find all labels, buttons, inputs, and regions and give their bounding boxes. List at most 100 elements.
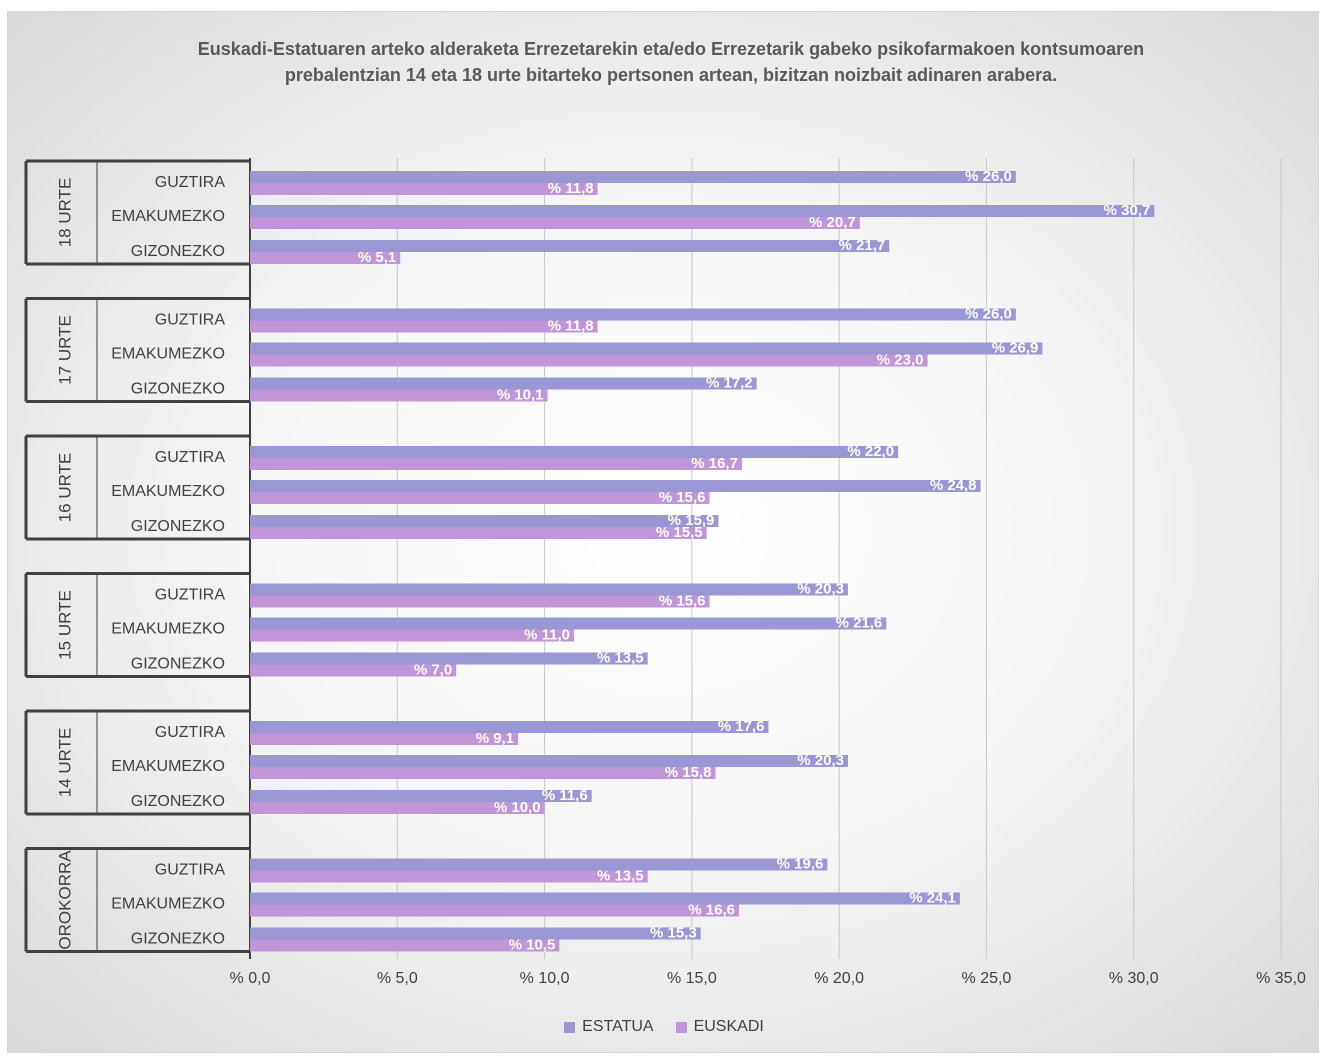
data-label: % 10,1 (497, 387, 544, 404)
row-label-emakumezko: EMAKUMEZKO (111, 346, 225, 363)
bar-euskadi-14-urte-gizonezko (250, 802, 545, 814)
bar-euskadi-17-urte-gizonezko (250, 389, 548, 402)
bar-euskadi-15-urte-guztira (250, 595, 710, 608)
x-tick-label: % 10,0 (520, 970, 570, 987)
chart-area: Euskadi-Estatuaren arteko alderaketa Err… (7, 11, 1319, 1053)
data-label: % 15,5 (656, 524, 703, 541)
data-label: % 9,1 (476, 730, 514, 747)
row-label-guztira: GUZTIRA (155, 312, 226, 329)
row-label-gizonezko: GIZONEZKO (131, 518, 225, 535)
data-label: % 26,0 (965, 306, 1012, 323)
data-label: % 20,7 (809, 214, 856, 231)
bar-estatua-17-urte-emakumezko (250, 342, 1043, 355)
data-label: % 21,7 (839, 237, 886, 254)
data-label: % 24,1 (909, 890, 956, 907)
row-label-guztira: GUZTIRA (155, 862, 226, 879)
bar-euskadi-18-urte-guztira (250, 183, 598, 195)
row-label-gizonezko: GIZONEZKO (131, 656, 225, 673)
group-label-16-urte: 16 URTE (55, 453, 74, 523)
bar-euskadi-14-urte-guztira (250, 733, 519, 745)
row-label-emakumezko: EMAKUMEZKO (111, 208, 225, 225)
row-label-guztira: GUZTIRA (155, 724, 226, 741)
legend-item-estatua: ESTATUA (564, 1018, 654, 1036)
data-label: % 15,3 (650, 925, 697, 942)
x-tick-label: % 20,0 (814, 970, 864, 987)
row-label-gizonezko: GIZONEZKO (131, 381, 225, 398)
bar-euskadi-orokorra-emakumezko (250, 904, 739, 917)
row-label-emakumezko: EMAKUMEZKO (111, 896, 225, 913)
data-label: % 15,6 (659, 593, 706, 610)
data-label: % 5,1 (358, 249, 396, 266)
data-label: % 11,0 (524, 627, 570, 644)
bar-euskadi-16-urte-gizonezko (250, 527, 707, 539)
legend-swatch-euskadi (675, 1021, 687, 1033)
legend: ESTATUA EUSKADI (8, 1018, 1320, 1036)
data-label: % 24,8 (930, 477, 977, 494)
x-tick-label: % 30,0 (1109, 970, 1159, 987)
bar-estatua-14-urte-emakumezko (250, 755, 848, 767)
row-label-emakumezko: EMAKUMEZKO (111, 621, 225, 638)
chart-title: Euskadi-Estatuaren arteko alderaketa Err… (197, 39, 1145, 85)
legend-label-euskadi: EUSKADI (693, 1018, 764, 1035)
row-label-guztira: GUZTIRA (155, 449, 226, 466)
data-label: % 17,2 (706, 375, 753, 392)
group-label-15-urte: 15 URTE (55, 590, 74, 660)
bar-estatua-16-urte-guztira (250, 446, 899, 458)
data-label: % 7,0 (414, 662, 452, 679)
x-tick-label: % 5,0 (377, 970, 418, 987)
x-tick-label: % 25,0 (962, 970, 1012, 987)
bar-euskadi-orokorra-guztira (250, 870, 648, 883)
bar-estatua-orokorra-gizonezko (250, 927, 701, 940)
data-label: % 20,3 (797, 752, 844, 769)
bar-euskadi-15-urte-gizonezko (250, 664, 457, 677)
data-label: % 15,8 (665, 764, 712, 781)
row-label-emakumezko: EMAKUMEZKO (111, 758, 225, 775)
data-label: % 16,6 (688, 902, 735, 919)
bar-estatua-14-urte-gizonezko (250, 790, 592, 802)
data-label: % 11,8 (548, 318, 594, 335)
group-label-17-urte: 17 URTE (55, 315, 74, 385)
legend-item-euskadi: EUSKADI (675, 1018, 764, 1036)
bar-euskadi-15-urte-emakumezko (250, 629, 575, 642)
bar-euskadi-orokorra-gizonezko (250, 939, 560, 952)
bar-estatua-17-urte-guztira (250, 308, 1016, 321)
x-tick-label: % 15,0 (667, 970, 717, 987)
row-label-gizonezko: GIZONEZKO (131, 793, 225, 810)
data-label: % 13,5 (597, 650, 644, 667)
row-label-gizonezko: GIZONEZKO (131, 931, 225, 948)
data-label: % 13,5 (597, 868, 644, 885)
bar-estatua-17-urte-gizonezko (250, 377, 757, 390)
bar-estatua-16-urte-gizonezko (250, 515, 719, 527)
row-label-guztira: GUZTIRA (155, 587, 226, 604)
bar-estatua-18-urte-emakumezko (250, 205, 1155, 217)
bar-euskadi-16-urte-guztira (250, 458, 742, 470)
group-label-14-urte: 14 URTE (55, 728, 74, 798)
data-label: % 23,0 (877, 352, 924, 369)
bar-estatua-orokorra-guztira (250, 858, 828, 871)
legend-label-estatua: ESTATUA (582, 1018, 654, 1035)
group-label-18-urte: 18 URTE (55, 178, 74, 248)
plot-area: % 0,0 % 5,0 % 10,0 % 15,0 % 20,0 % 25,0 % 30,0… (24, 158, 1306, 987)
data-label: % 19,6 (777, 856, 824, 873)
row-label-guztira: GUZTIRA (155, 174, 226, 191)
data-label: % 15,6 (659, 489, 706, 506)
bar-estatua-15-urte-emakumezko (250, 617, 887, 630)
bar-estatua-14-urte-guztira (250, 721, 769, 733)
data-label: % 10,5 (509, 937, 556, 954)
bar-estatua-orokorra-emakumezko (250, 892, 960, 905)
group-label-orokorra: OROKORRA (55, 850, 74, 950)
bar-euskadi-18-urte-emakumezko (250, 217, 860, 229)
data-label: % 17,6 (718, 718, 765, 735)
bar-estatua-15-urte-gizonezko (250, 652, 648, 665)
data-label: % 16,7 (691, 455, 738, 472)
data-label: % 11,6 (542, 787, 588, 804)
data-label: % 11,8 (548, 180, 594, 197)
bar-estatua-18-urte-gizonezko (250, 240, 890, 252)
data-label: % 20,3 (797, 581, 844, 598)
data-label: % 21,6 (836, 615, 883, 632)
data-label: % 22,0 (847, 443, 894, 460)
data-label: % 26,0 (965, 168, 1012, 185)
data-label: % 26,9 (992, 340, 1039, 357)
legend-swatch-estatua (564, 1021, 576, 1033)
x-tick-label: % 0,0 (230, 970, 271, 987)
